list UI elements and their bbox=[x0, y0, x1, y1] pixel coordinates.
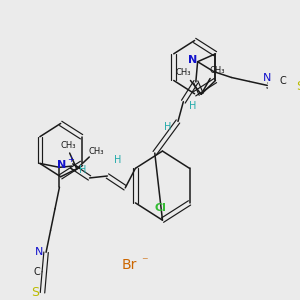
Text: CH₃: CH₃ bbox=[89, 147, 104, 156]
Text: +: + bbox=[67, 155, 73, 164]
Text: Cl: Cl bbox=[155, 203, 167, 213]
Text: N: N bbox=[35, 247, 43, 257]
Text: C: C bbox=[34, 267, 40, 277]
Text: N: N bbox=[188, 55, 197, 65]
Text: ⁻: ⁻ bbox=[141, 255, 148, 268]
Text: N: N bbox=[57, 160, 66, 170]
Text: Br: Br bbox=[122, 258, 137, 272]
Text: H: H bbox=[189, 100, 196, 111]
Text: CH₃: CH₃ bbox=[176, 68, 191, 77]
Text: CH₃: CH₃ bbox=[209, 66, 225, 75]
Text: H: H bbox=[114, 155, 122, 165]
Text: S: S bbox=[296, 80, 300, 93]
Text: H: H bbox=[164, 122, 171, 132]
Text: C: C bbox=[280, 76, 287, 86]
Text: CH₃: CH₃ bbox=[60, 141, 76, 150]
Text: S: S bbox=[32, 286, 39, 299]
Text: H: H bbox=[79, 165, 86, 175]
Text: N: N bbox=[263, 73, 272, 82]
